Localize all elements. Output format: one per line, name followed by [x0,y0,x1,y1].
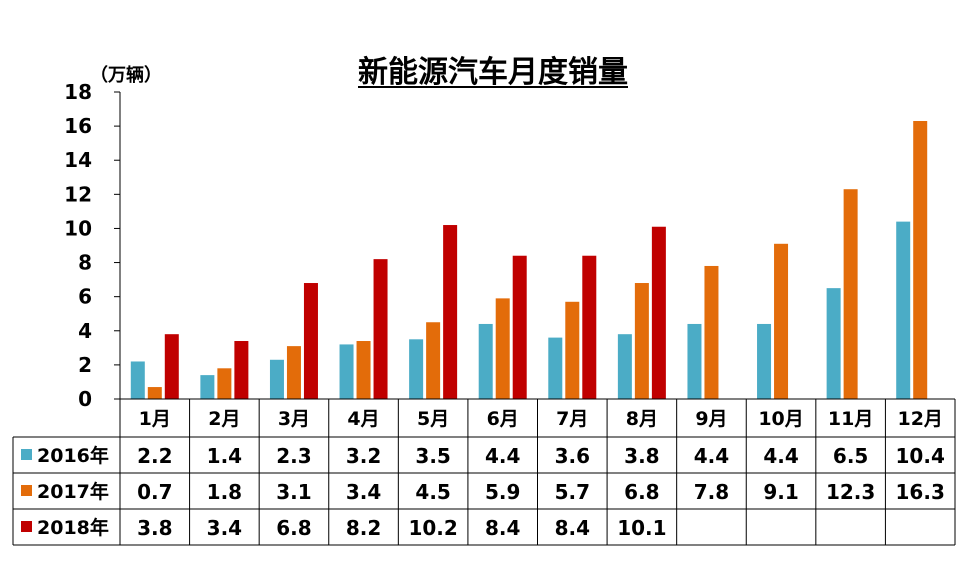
y-tick-label: 18 [64,80,92,104]
data-label: 5.7 [555,480,590,504]
data-label: 5.9 [485,480,520,504]
data-label: 7.8 [694,480,729,504]
y-tick-label: 12 [64,182,92,206]
bar-2016年-11月 [826,288,841,399]
bar-2017年-8月 [634,283,649,399]
bar-2018年-4月 [373,259,388,399]
category-label: 3月 [278,408,310,430]
data-label: 1.8 [207,480,242,504]
data-label: 8.4 [555,516,590,540]
data-label: 3.5 [415,444,450,468]
y-tick-label: 6 [78,285,92,309]
series-label: 2018年 [37,516,109,539]
category-label: 4月 [347,408,379,430]
chart-title: 新能源汽车月度销量 [358,55,628,90]
data-label: 2.2 [137,444,172,468]
category-label: 2月 [208,408,240,430]
bar-2018年-6月 [512,255,527,399]
y-tick-label: 8 [78,251,92,275]
bar-2017年-10月 [774,243,789,399]
y-tick-label: 2 [78,353,92,377]
category-label: 10月 [758,408,803,430]
data-label: 0.7 [137,480,172,504]
data-label: 4.4 [763,444,798,468]
data-label: 3.8 [624,444,659,468]
bar-2016年-8月 [617,334,632,399]
data-label: 1.4 [207,444,242,468]
bar-2018年-3月 [303,283,318,399]
y-axis: 0 2 4 6 8 10 12 14 16 18 [64,80,121,411]
bar-2017年-9月 [704,265,719,399]
legend-key-2016年 [21,449,32,460]
category-label: 12月 [897,408,942,430]
data-label: 16.3 [896,480,945,504]
bar-2017年-6月 [495,298,510,399]
y-axis-unit: （万辆） [90,64,162,86]
data-label: 3.4 [346,480,381,504]
bar-2017年-7月 [565,301,580,399]
bar-2017年-12月 [913,120,928,399]
category-label: 9月 [695,408,727,430]
legend-key-2018年 [21,521,32,532]
y-tick-label: 4 [78,319,92,343]
data-label: 6.8 [276,516,311,540]
bar-2016年-10月 [757,323,772,399]
y-tick-label: 14 [64,148,92,172]
category-label: 11月 [828,408,873,430]
data-label: 6.5 [833,444,868,468]
data-label: 10.2 [408,516,457,540]
data-label: 2.3 [276,444,311,468]
bar-2016年-2月 [200,375,215,399]
bar-2017年-2月 [217,368,232,399]
y-tick-label: 16 [64,114,92,138]
legend-key-2017年 [21,485,32,496]
category-label: 1月 [139,408,171,430]
data-label: 4.5 [415,480,450,504]
data-label: 3.8 [137,516,172,540]
bar-2016年-4月 [339,344,354,399]
category-label: 7月 [556,408,588,430]
data-label: 9.1 [763,480,798,504]
data-label: 4.4 [694,444,729,468]
bar-2017年-3月 [286,346,301,399]
series-label: 2016年 [37,444,109,467]
bar-2016年-12月 [896,221,911,399]
y-tick-label: 10 [64,216,92,240]
data-label: 4.4 [485,444,520,468]
bar-2016年-7月 [548,337,563,399]
bar-2018年-7月 [582,255,597,399]
bar-2016年-3月 [269,359,284,399]
data-label: 3.4 [207,516,242,540]
bar-2017年-11月 [843,189,858,399]
bar-2018年-5月 [443,225,458,399]
bar-2016年-1月 [130,361,145,399]
bar-2016年-5月 [409,339,424,399]
data-table: 1月 2月 3月 4月 5月 6月 7月 8月 9月 10月 11月 12月 2016年 2.2 1.4 2.… [12,398,956,546]
data-label: 6.8 [624,480,659,504]
category-label: 5月 [417,408,449,430]
bar-2016年-9月 [687,323,702,399]
data-label: 10.4 [896,444,945,468]
category-label: 6月 [487,408,519,430]
bar-2018年-8月 [651,226,666,399]
bar-2017年-1月 [147,387,162,399]
bar-2018年-2月 [234,341,249,399]
bar-2018年-1月 [164,334,179,399]
data-label: 3.2 [346,444,381,468]
y-tick-label: 0 [78,387,92,411]
data-label: 12.3 [826,480,875,504]
data-label: 3.1 [276,480,311,504]
bars [130,120,928,399]
data-label: 3.6 [555,444,590,468]
category-label: 8月 [626,408,658,430]
bar-2017年-4月 [356,341,371,399]
data-label: 10.1 [617,516,666,540]
data-label: 8.2 [346,516,381,540]
bar-2017年-5月 [426,322,441,399]
series-label: 2017年 [37,480,109,503]
bar-2016年-6月 [478,323,493,399]
data-label: 8.4 [485,516,520,540]
